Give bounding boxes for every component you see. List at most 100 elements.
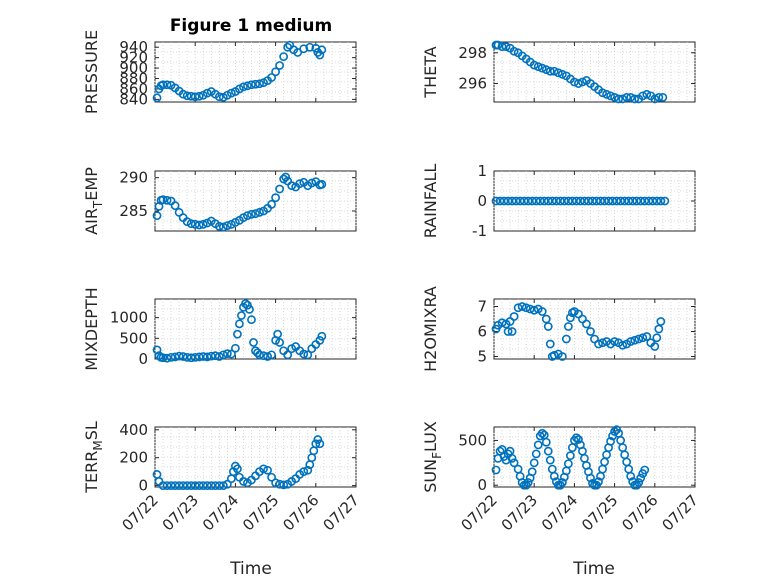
- data-point: [509, 312, 519, 321]
- data-point: [630, 94, 640, 104]
- data-point: [501, 42, 511, 52]
- data-point: [315, 50, 325, 60]
- data-point: [517, 302, 527, 311]
- data-point: [249, 338, 258, 347]
- data-point: [551, 196, 561, 206]
- y-tick-label: 400: [119, 421, 148, 439]
- data-point: [582, 319, 591, 329]
- x-tick-label: 07/23: [159, 491, 202, 534]
- data-point: [537, 428, 547, 438]
- data-point: [218, 350, 228, 360]
- data-point: [557, 478, 567, 487]
- data-point: [243, 81, 252, 91]
- data-point: [206, 481, 216, 491]
- data-point: [644, 196, 654, 206]
- data-point: [182, 481, 192, 491]
- data-point: [519, 196, 529, 206]
- data-point: [267, 199, 276, 209]
- y-tick-label: 200: [119, 449, 148, 467]
- data-point: [194, 481, 204, 491]
- subplot-5: 0 500 1000 MIXDEPTH: [82, 287, 357, 371]
- data-point: [162, 80, 172, 90]
- data-point: [210, 481, 220, 491]
- subplot-6: 5 6 7 H2OMIXRA: [421, 286, 696, 372]
- data-point: [642, 332, 652, 341]
- data-point: [279, 480, 289, 490]
- data-point: [241, 299, 250, 308]
- data-point: [239, 477, 248, 486]
- data-point: [648, 196, 658, 206]
- data-point: [636, 196, 646, 206]
- data-point: [509, 458, 519, 468]
- data-point: [499, 196, 509, 206]
- data-point: [652, 196, 662, 206]
- data-point: [660, 196, 670, 206]
- data-point: [545, 66, 555, 76]
- data-point: [317, 45, 327, 55]
- data-point: [572, 433, 581, 443]
- data-point: [307, 178, 317, 188]
- y-tick-label: -1: [472, 222, 487, 240]
- data-point: [222, 479, 232, 489]
- data-point: [267, 350, 276, 360]
- data-point: [226, 349, 236, 359]
- data-point: [549, 350, 559, 360]
- data-point: [620, 196, 630, 206]
- data-point: [604, 196, 613, 206]
- data-point: [267, 73, 276, 82]
- y-tick-label: 500: [458, 431, 487, 449]
- data-point: [202, 88, 212, 98]
- data-point: [563, 322, 573, 331]
- data-point: [158, 195, 168, 205]
- data-point: [251, 209, 260, 219]
- data-point: [555, 196, 565, 206]
- data-point: [557, 352, 567, 361]
- data-point: [658, 92, 668, 102]
- data-point: [618, 340, 628, 350]
- data-point: [636, 473, 646, 483]
- data-point: [271, 67, 280, 77]
- data-point: [170, 201, 180, 211]
- data-point: [630, 335, 640, 345]
- data-point: [650, 94, 660, 104]
- data-point: [313, 435, 323, 444]
- data-point: [152, 93, 162, 103]
- data-point: [299, 44, 309, 54]
- data-point: [602, 89, 611, 99]
- data-point: [263, 352, 272, 361]
- y-tick-label: 900: [119, 59, 148, 77]
- data-point: [549, 66, 559, 76]
- data-point: [598, 88, 607, 98]
- y-axis-label: PRESSURE: [82, 30, 101, 114]
- x-tick-label: 07/23: [498, 491, 541, 534]
- y-tick-label: 298: [458, 44, 487, 62]
- data-point: [513, 303, 523, 313]
- data-point: [652, 333, 662, 343]
- x-tick-label: 07/27: [659, 491, 702, 534]
- x-tick-label: 07/24: [538, 491, 581, 534]
- data-point: [255, 350, 264, 360]
- data-point: [190, 481, 200, 491]
- data-point: [251, 79, 260, 89]
- data-point: [549, 471, 559, 481]
- data-point: [311, 43, 321, 53]
- y-tick-label: 285: [119, 202, 148, 220]
- subplot-2: 296 298 THETA: [421, 40, 696, 104]
- y-tick-label: 0: [138, 477, 148, 495]
- data-point: [527, 196, 537, 206]
- data-point: [233, 464, 242, 474]
- data-point: [491, 196, 501, 206]
- data-point: [315, 335, 325, 345]
- data-point: [533, 62, 543, 72]
- data-point: [628, 196, 638, 206]
- y-tick-label: 500: [119, 329, 148, 347]
- data-point: [259, 351, 268, 361]
- data-point: [247, 80, 256, 90]
- data-point: [523, 196, 533, 206]
- data-point: [606, 91, 615, 101]
- y-axis-label: H2OMIXRA: [421, 286, 440, 372]
- data-point: [170, 481, 180, 491]
- data-point: [543, 196, 553, 206]
- data-point: [610, 92, 619, 102]
